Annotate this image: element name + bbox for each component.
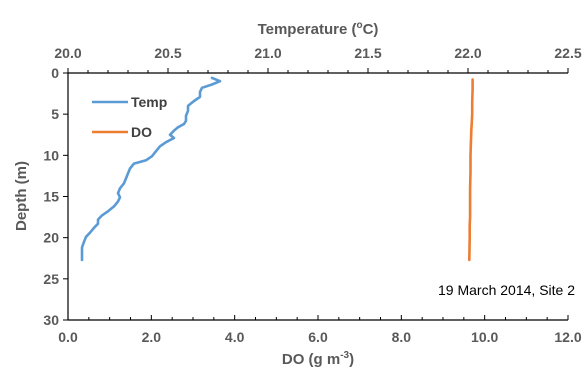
y-axis-tick-label: 5 xyxy=(51,106,59,122)
date-site-annotation: 19 March 2014, Site 2 xyxy=(438,282,575,298)
bottom-axis-tick-label: 6.0 xyxy=(308,329,328,345)
top-axis-tick-label: 21.5 xyxy=(354,45,381,61)
do-series-line xyxy=(467,78,474,262)
y-axis-tick-label: 10 xyxy=(43,147,59,163)
temp-series-line xyxy=(80,76,222,262)
bottom-axis-title: DO (g m-3) xyxy=(282,350,354,367)
top-axis-tick-label: 22.0 xyxy=(454,45,481,61)
y-axis-title: Depth (m) xyxy=(13,161,30,231)
top-axis-title: Temperature (oC) xyxy=(258,20,379,38)
y-axis-tick-label: 30 xyxy=(43,312,59,328)
bottom-axis-tick-label: 12.0 xyxy=(554,329,581,345)
top-axis-tick-label: 22.5 xyxy=(554,45,581,61)
bottom-axis-tick-label: 0.0 xyxy=(58,329,78,345)
top-axis-tick-label: 20.0 xyxy=(54,45,81,61)
top-axis-tick-label: 20.5 xyxy=(154,45,181,61)
temp-legend-label: Temp xyxy=(131,94,167,110)
y-axis-tick-label: 0 xyxy=(51,65,59,81)
bottom-axis-tick-label: 10.0 xyxy=(471,329,498,345)
legend: Temp DO xyxy=(92,94,167,140)
y-axis-tick-label: 15 xyxy=(43,189,59,205)
y-axis-tick-label: 20 xyxy=(43,230,59,246)
top-axis-tick-label: 21.0 xyxy=(254,45,281,61)
bottom-axis-tick-label: 2.0 xyxy=(142,329,162,345)
bottom-axis-tick-label: 4.0 xyxy=(225,329,245,345)
y-axis-tick-label: 25 xyxy=(43,271,59,287)
do-legend-label: DO xyxy=(131,124,152,140)
bottom-axis-tick-label: 8.0 xyxy=(392,329,412,345)
